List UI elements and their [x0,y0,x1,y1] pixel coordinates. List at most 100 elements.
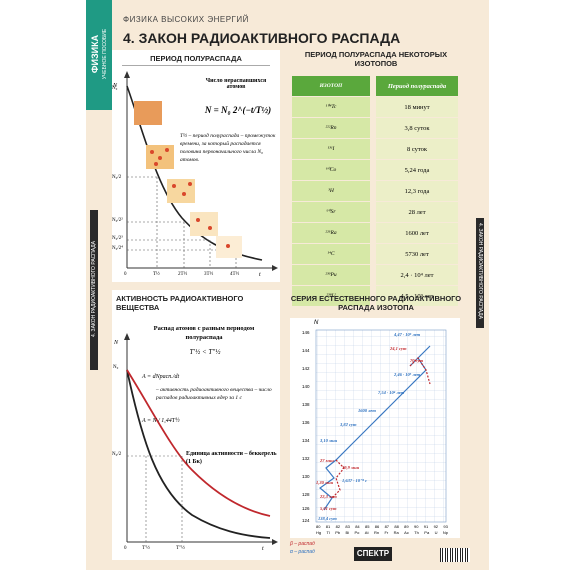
period-cell: 12,3 года [376,181,458,201]
activity-y-tick: N₀/2 [112,452,122,457]
isotope-cell: ³H [292,181,370,201]
side-tab-right-label: 4. ЗАКОН РАДИОАКТИВНОГО РАСПАДА [477,222,483,319]
isotope-cell: ²³⁹Pu [292,265,370,285]
half-life-x-tick: 3T½ [204,272,214,277]
half-life-y-tick: N₀/2² [112,218,123,223]
activity-definition: – активность радиоактивного вещества – ч… [156,387,272,401]
isotope-cell: ²³⁸U [292,286,370,306]
half-life-y-tick: N₀ [112,86,118,91]
isotope-cell: ¹⁰⁴Tc [292,97,370,117]
decay-x-element: Th [414,530,419,535]
table-row: ⁹⁰Sr 28 лет [292,202,458,222]
half-life-x-axis: t [259,272,261,278]
decay-x-tick: 90 [413,524,419,529]
half-life-x-tick: T½ [153,272,160,277]
decay-label: 19,9 мин [342,465,360,470]
table-row: ²³⁸U 4,5 · 10⁹ лет [292,286,458,306]
decay-x-element: Ra [393,530,399,535]
decay-y-tick: 128 [302,492,310,497]
isotope-table-panel: ПЕРИОД ПОЛУРАСПАДА НЕКОТОРЫХ ИЗОТОПОВ [286,50,466,282]
period-column-header: Период полураспада [376,76,458,96]
table-row: ²³⁹Pu 2,4 · 10⁴ лет [292,265,458,285]
activity-unit: Единица активности – беккерель (1 Бк) [186,451,277,465]
half-life-caption: Число нераспавшихся атомов [205,78,267,90]
decay-x-element: U [434,530,438,535]
decay-x-element: Bi [345,530,350,535]
table-row: ¹³¹I 8 суток [292,139,458,159]
legend-alpha: α – распад [290,549,315,555]
table-row: ³H 12,3 года [292,181,458,201]
half-life-x-tick: 2T½ [178,272,188,277]
half-life-graph [124,71,278,271]
half-life-heading: ПЕРИОД ПОЛУРАСПАДА [122,50,270,66]
decay-x-element: Pa [424,530,430,535]
decay-y-tick: 124 [302,518,310,523]
barcode [440,548,470,562]
decay-x-element: At [364,530,369,535]
activity-caption: Распад атомов с разным периодом полурасп… [153,325,255,341]
decay-x-tick: 83 [345,524,350,529]
subject-label: ФИЗИКА [90,34,100,74]
activity-heading: АКТИВНОСТЬ РАДИОАКТИВНОГО ВЕЩЕСТВА [116,294,244,312]
decay-x-element: Tl [326,530,330,535]
decay-label: 5,01 сут [320,506,337,511]
isotope-cell: ¹³¹I [292,139,370,159]
decay-series-chart: N 146 144 142 140 138 136 134 132 130 12… [290,318,460,538]
activity-panel: АКТИВНОСТЬ РАДИОАКТИВНОГО ВЕЩЕСТВА N t N… [112,290,280,560]
decay-label: 138,4 сут [318,516,337,521]
half-life-y-axis: N [113,83,118,89]
activity-x-tick: T′½ [142,546,150,551]
isotope-cell: ¹⁴C [292,244,370,264]
isotope-table-header: ИЗОТОП Период полураспада [292,76,458,96]
decay-x-elements: Hg Tl Pb Bi Po At Rn Fr Ra Ac Th Pa U Np [316,530,448,535]
decay-label: 3,10 мин [320,438,338,443]
decay-x-tick: 84 [355,524,360,529]
activity-formula-2: A = N / 1,44T½ [142,418,180,424]
isotope-cell: ²²⁶Ra [292,223,370,243]
poster-title: 4. ЗАКОН РАДИОАКТИВНОГО РАСПАДА [123,30,401,46]
decay-x-tick: 93 [443,524,448,529]
activity-x-tick: 0 [124,546,127,551]
isotope-column-header: ИЗОТОП [292,76,370,96]
activity-x-tick: T″½ [176,546,185,551]
decay-x-element: Hg [316,530,322,535]
decay-y-tick: 126 [302,506,310,511]
period-cell: 3,8 суток [376,118,458,138]
isotope-cell: ²²²Rn [292,118,370,138]
decay-x-tick: 86 [374,524,380,529]
decay-legend: β – распад α – распад [290,540,315,556]
subject-sub-label: УЧЕБНОЕ ПОСОБИЕ [102,28,108,80]
poster-subtitle: ФИЗИКА ВЫСОКИХ ЭНЕРГИЙ [123,15,249,24]
table-row: ²²²Rn 3,8 суток [292,118,458,138]
period-cell: 1600 лет [376,223,458,243]
decay-y-tick: 142 [302,366,310,371]
decay-y-tick: 144 [302,348,310,353]
decay-y-tick: 138 [302,402,310,407]
table-row: ¹⁴C 5730 лет [292,244,458,264]
half-life-y-tick: N₀/2⁴ [112,246,123,251]
activity-inequality: T′½ < T″½ [189,348,221,356]
decay-x-tick: 87 [384,524,390,529]
decay-series-panel: СЕРИЯ ЕСТЕСТВЕННОГО РАДИОАКТИВНОГО РАСПА… [286,294,466,540]
period-cell: 5,24 года [376,160,458,180]
decay-x-element: Ac [404,530,409,535]
decay-label: 3,82 сут [340,422,357,427]
decay-label: 4,47 · 10⁹ лет [394,332,421,337]
decay-y-axis: N [314,320,319,326]
table-row: ²²⁶Ra 1600 лет [292,223,458,243]
decay-label: 22,3 лет [320,494,337,499]
decay-x-element: Np [442,530,448,535]
table-row: ¹⁰⁴Tc 18 минут [292,97,458,117]
decay-x-tick: 88 [394,524,399,529]
activity-y-tick: N₀ [113,365,119,370]
period-cell: 5730 лет [376,244,458,264]
isotope-cell: ⁹⁰Sr [292,202,370,222]
decay-y-tick: 132 [302,456,310,461]
decay-label: 24,1 сут [390,346,407,351]
decay-label: 7,54 · 10⁴ лет [378,390,405,395]
decay-x-tick: 92 [433,524,439,529]
period-cell: 18 минут [376,97,458,117]
period-cell: 2,4 · 10⁴ лет [376,265,458,285]
period-cell: 4,5 · 10⁹ лет [376,286,458,306]
activity-formula: A = dNрасп./dt [142,374,180,380]
